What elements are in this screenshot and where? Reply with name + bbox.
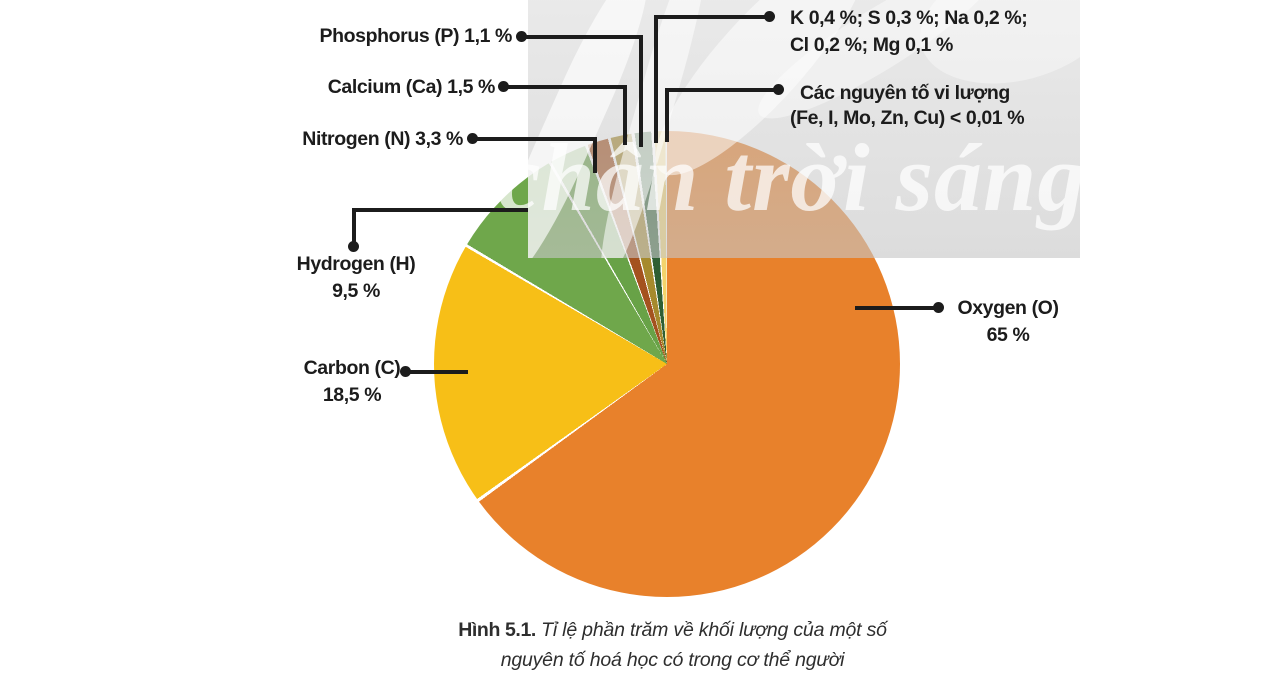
hydrogen-leader-line: [352, 208, 356, 244]
calcium-leader-line: [623, 85, 627, 145]
label-minor-elements: K 0,4 %; S 0,3 %; Na 0,2 %; Cl 0,2 %; Mg…: [790, 5, 1028, 58]
label-carbon-name: Carbon (C): [303, 357, 401, 379]
hydrogen-leader-dot: [348, 241, 359, 252]
label-carbon-value: 18,5 %: [322, 384, 382, 406]
label-trace-elements: Các nguyên tố vi lượng (Fe, I, Mo, Zn, C…: [790, 81, 1025, 131]
caption-text-line2: nguyên tố hoá học có trong cơ thể người: [500, 648, 845, 671]
label-calcium: Calcium (Ca) 1,5 %: [327, 76, 496, 98]
label-minor-line2: Cl 0,2 %; Mg 0,1 %: [790, 33, 953, 56]
oxygen-leader-dot: [933, 302, 944, 313]
minor-leader-dot: [764, 11, 775, 22]
label-hydrogen-name: Hydrogen (H): [296, 253, 416, 275]
label-oxygen-value: 65 %: [986, 324, 1030, 346]
label-trace-line2: (Fe, I, Mo, Zn, Cu) < 0,01 %: [790, 107, 1025, 129]
label-oxygen-name: Oxygen (O): [957, 297, 1059, 319]
trace-leader-dot: [773, 84, 784, 95]
calcium-leader-line: [503, 85, 627, 89]
carbon-leader-line: [406, 370, 468, 374]
minor-leader-line: [654, 15, 768, 19]
trace-leader-line: [665, 88, 669, 142]
label-hydrogen-value: 9,5 %: [332, 280, 380, 302]
figure-caption: Hình 5.1. Tỉ lệ phần trăm về khối lượng …: [420, 616, 925, 675]
minor-leader-line: [654, 15, 658, 143]
label-nitrogen: Nitrogen (N) 3,3 %: [302, 128, 463, 150]
label-hydrogen: Hydrogen (H) 9,5 %: [276, 251, 436, 305]
hydrogen-leader-line: [352, 208, 528, 212]
nitrogen-leader-line: [593, 137, 597, 173]
phosphorus-leader-line: [639, 35, 643, 147]
watermark-band: [528, 0, 1080, 258]
oxygen-leader-line: [855, 306, 939, 310]
trace-leader-line: [665, 88, 777, 92]
phosphorus-leader-line: [521, 35, 643, 39]
label-oxygen: Oxygen (O) 65 %: [928, 295, 1088, 349]
nitrogen-leader-line: [472, 137, 597, 141]
caption-text-line1: Tỉ lệ phần trăm về khối lượng của một số: [541, 619, 887, 641]
label-carbon: Carbon (C) 18,5 %: [272, 355, 432, 409]
label-phosphorus: Phosphorus (P) 1,1 %: [319, 25, 513, 47]
caption-number: Hình 5.1.: [458, 619, 536, 641]
label-trace-line1: Các nguyên tố vi lượng: [800, 82, 1010, 104]
label-minor-line1: K 0,4 %; S 0,3 %; Na 0,2 %;: [790, 7, 1028, 29]
carbon-leader-dot: [400, 366, 411, 377]
